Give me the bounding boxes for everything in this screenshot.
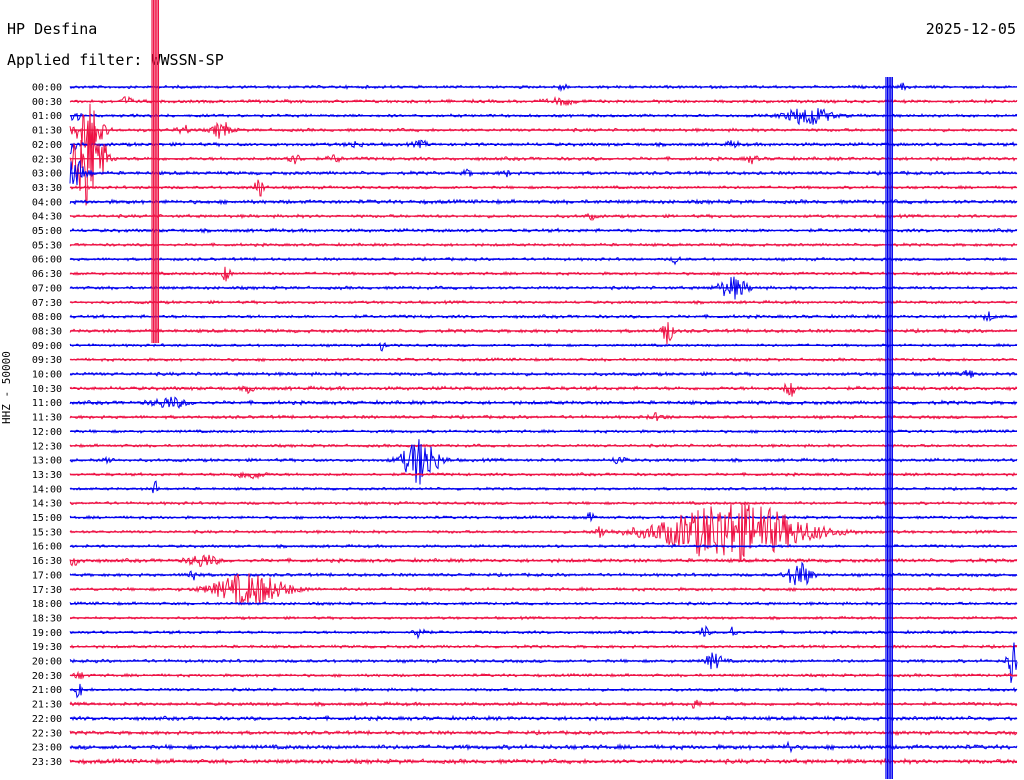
row-time-label: 01:30 bbox=[32, 126, 62, 137]
seismic-trace-2100 bbox=[69, 683, 1018, 699]
row-time-label: 09:00 bbox=[32, 341, 62, 352]
row-time-label: 06:30 bbox=[32, 269, 62, 280]
row-time-label: 20:30 bbox=[32, 671, 62, 682]
row-time-label: 10:30 bbox=[32, 384, 62, 395]
row-time-label: 21:30 bbox=[32, 700, 62, 711]
row-time-label: 23:30 bbox=[32, 757, 62, 768]
row-time-label: 15:00 bbox=[32, 513, 62, 524]
seismic-trace-1330 bbox=[69, 471, 1017, 480]
row-time-label: 16:00 bbox=[32, 542, 62, 553]
row-time-label: 03:00 bbox=[32, 169, 62, 180]
seismic-trace-1030 bbox=[69, 382, 1018, 397]
row-time-label: 21:00 bbox=[32, 685, 62, 696]
row-time-label: 00:00 bbox=[32, 83, 62, 94]
row-time-label: 20:00 bbox=[32, 657, 62, 668]
row-time-label: 17:30 bbox=[32, 585, 62, 596]
seismic-trace-2000 bbox=[69, 642, 1018, 683]
seismic-trace-1400 bbox=[69, 480, 1018, 494]
seismic-trace-0200 bbox=[69, 139, 1018, 155]
row-time-label: 01:00 bbox=[32, 111, 62, 122]
row-time-label: 05:30 bbox=[32, 240, 62, 251]
row-time-label: 14:00 bbox=[32, 484, 62, 495]
seismic-trace-0830 bbox=[69, 322, 1018, 345]
date-label: 2025-12-05 bbox=[925, 20, 1016, 38]
row-time-label: 12:00 bbox=[32, 427, 62, 438]
row-time-label: 15:30 bbox=[32, 527, 62, 538]
row-time-label: 04:30 bbox=[32, 212, 62, 223]
row-time-label: 22:00 bbox=[32, 714, 62, 725]
row-time-label: 19:30 bbox=[32, 642, 62, 653]
row-time-label: 07:00 bbox=[32, 283, 62, 294]
row-time-label: 03:30 bbox=[32, 183, 62, 194]
row-time-label: 02:30 bbox=[32, 154, 62, 165]
row-time-label: 00:30 bbox=[32, 97, 62, 108]
row-time-label: 12:30 bbox=[32, 441, 62, 452]
seismic-trace-0230 bbox=[69, 103, 1018, 206]
row-time-label: 04:00 bbox=[32, 197, 62, 208]
row-time-label: 22:30 bbox=[32, 728, 62, 739]
seismic-trace-0600 bbox=[69, 256, 1018, 266]
row-time-label: 13:00 bbox=[32, 456, 62, 467]
row-time-label: 19:00 bbox=[32, 628, 62, 639]
row-time-label: 13:30 bbox=[32, 470, 62, 481]
row-time-label: 08:00 bbox=[32, 312, 62, 323]
seismic-trace-0800 bbox=[69, 311, 1018, 323]
row-time-label: 18:30 bbox=[32, 613, 62, 624]
seismic-trace-0100 bbox=[69, 108, 1018, 126]
row-time-label: 11:30 bbox=[32, 413, 62, 424]
seismic-trace-0900 bbox=[69, 342, 1018, 352]
station-name: HP Desfina bbox=[7, 20, 98, 38]
row-time-label: 07:30 bbox=[32, 298, 62, 309]
row-time-label: 16:30 bbox=[32, 556, 62, 567]
row-time-label: 11:00 bbox=[32, 398, 62, 409]
row-time-label: 05:00 bbox=[32, 226, 62, 237]
seismic-trace-0430 bbox=[69, 212, 1018, 222]
row-time-label: 14:30 bbox=[32, 499, 62, 510]
row-time-label: 02:00 bbox=[32, 140, 62, 151]
row-time-label: 06:00 bbox=[32, 255, 62, 266]
filter-label: Applied filter: WWSSN-SP bbox=[7, 51, 224, 69]
row-time-label: 23:00 bbox=[32, 743, 62, 754]
row-time-label: 08:30 bbox=[32, 326, 62, 337]
row-time-label: 18:00 bbox=[32, 599, 62, 610]
row-time-label: 17:00 bbox=[32, 570, 62, 581]
row-time-label: 10:00 bbox=[32, 370, 62, 381]
seismic-trace-1700 bbox=[69, 561, 1018, 586]
seismic-trace-1500 bbox=[69, 511, 1018, 523]
row-time-label: 09:30 bbox=[32, 355, 62, 366]
